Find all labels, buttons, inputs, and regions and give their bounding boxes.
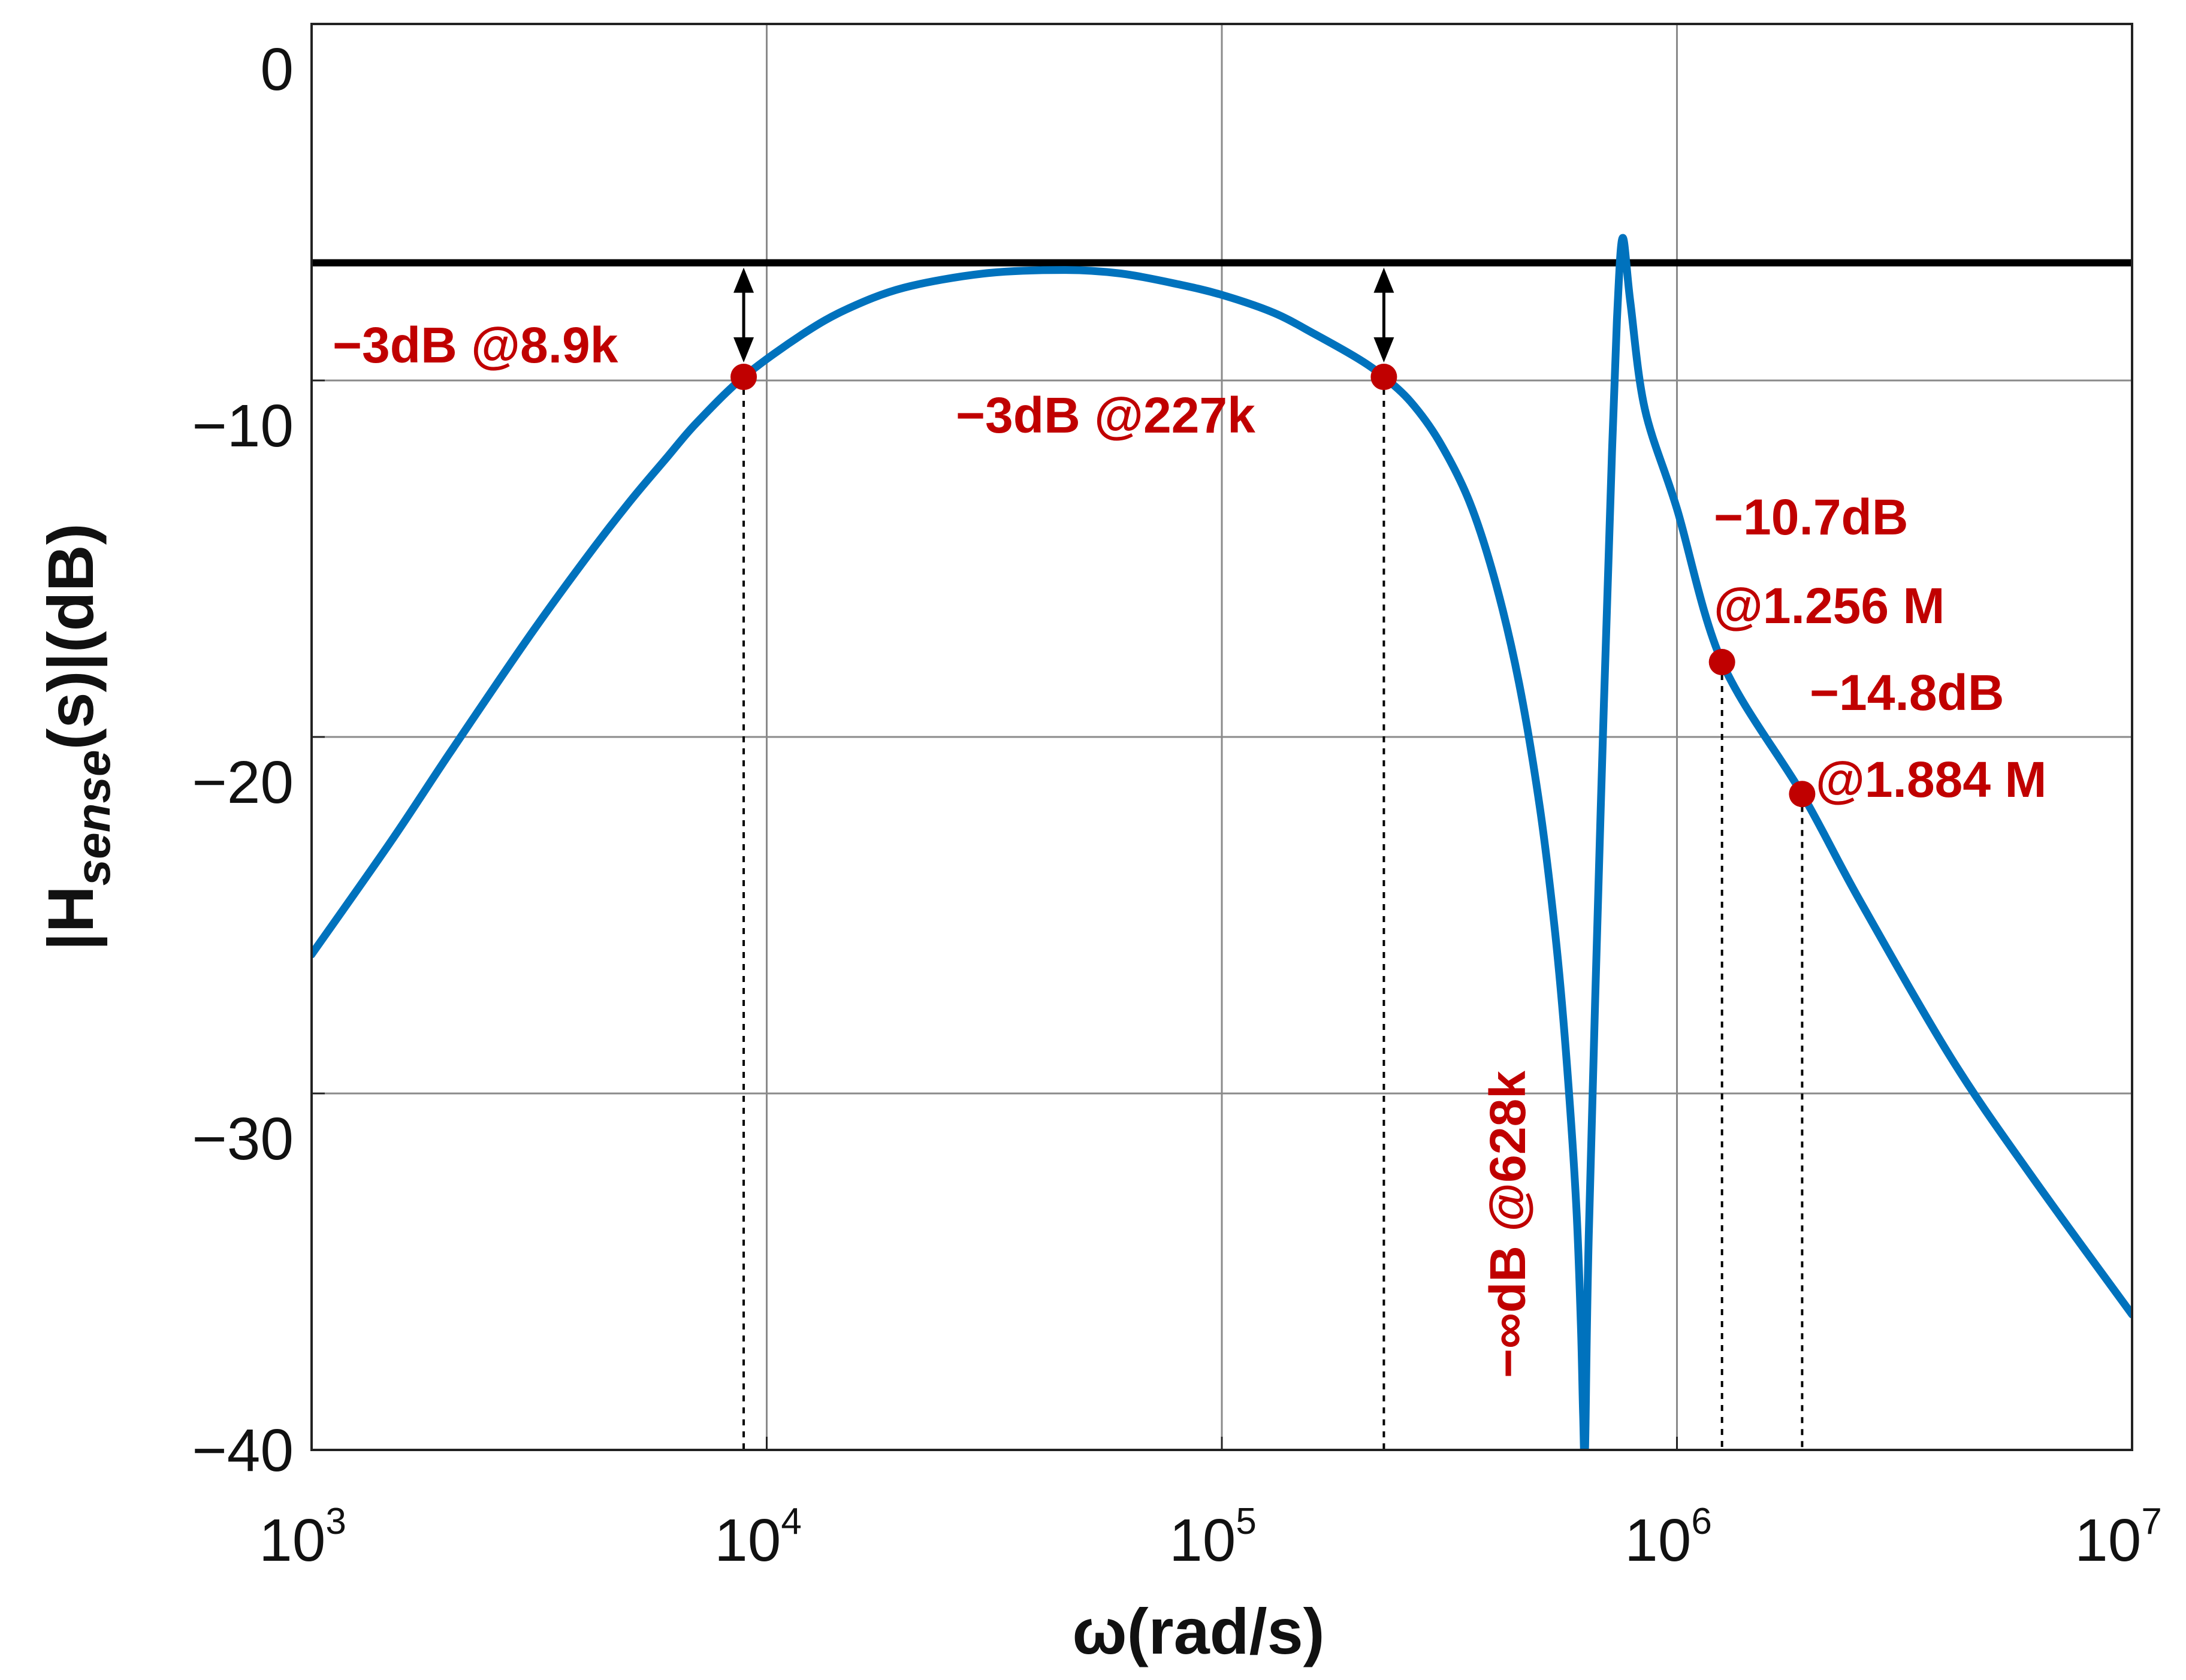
gain-arrow-head-up [733, 267, 754, 293]
marker-points [730, 364, 1816, 808]
x-tick-label: 105 [1169, 1501, 1257, 1574]
x-tick-exponent: 7 [2141, 1501, 2161, 1542]
y-axis-title-prefix: |H [34, 886, 108, 950]
marker-point [1708, 649, 1735, 676]
marker-label-1884-dB: −14.8dB [1810, 664, 2004, 721]
y-tick-label: −40 [192, 1417, 294, 1484]
gain-arrows [733, 267, 1394, 363]
x-tick-exponent: 5 [1236, 1501, 1256, 1542]
x-axis-title: ω(rad/s) [1072, 1595, 1324, 1667]
y-tick-label: −20 [192, 749, 294, 816]
marker-point [1370, 364, 1397, 391]
y-tick-label: 0 [260, 36, 294, 103]
x-tick-label: 106 [1625, 1501, 1712, 1574]
y-tick-labels: 0 −10 −20 −30 −40 [192, 36, 294, 1484]
x-tick-exponent: 6 [1691, 1501, 1711, 1542]
marker-label-1256-freq: @1.256 M [1714, 578, 1945, 634]
y-axis-title-subscript: sense [67, 750, 120, 886]
marker-label-1884-freq: @1.884 M [1816, 751, 2046, 808]
gain-arrow-head-up [1373, 267, 1394, 293]
notch-label: −∞dB @628k [1480, 1071, 1536, 1378]
y-tick-label: −30 [192, 1105, 294, 1173]
marker-label-3db-high: −3dB @227k [956, 387, 1255, 443]
x-tick-base: 10 [2075, 1507, 2141, 1574]
marker-label-3db-low: −3dB @8.9k [333, 317, 618, 373]
plot-area-frame [310, 23, 2133, 1451]
x-tick-base: 10 [1625, 1507, 1691, 1574]
x-tick-label: 103 [259, 1501, 346, 1574]
y-tick-label: −10 [192, 392, 294, 460]
x-tick-exponent: 3 [325, 1501, 346, 1542]
x-tick-label: 107 [2075, 1501, 2162, 1574]
x-tick-label: 104 [714, 1501, 802, 1574]
marker-label-1256-dB: −10.7dB [1714, 489, 1909, 545]
marker-point [1789, 781, 1816, 808]
x-tick-base: 10 [1169, 1507, 1236, 1574]
x-tick-base: 10 [714, 1507, 781, 1574]
gain-arrow-head-down [1373, 337, 1394, 363]
x-tick-exponent: 4 [781, 1501, 801, 1542]
y-axis-title-suffix: (s)|(dB) [34, 523, 108, 750]
x-tick-labels: 103 104 105 106 107 [259, 1501, 2162, 1574]
drop-lines [742, 377, 1804, 1450]
marker-point [730, 364, 757, 391]
y-axis-title: |Hsense(s)|(dB) [34, 523, 120, 950]
x-tick-base: 10 [259, 1507, 325, 1574]
gain-arrow-head-down [733, 337, 754, 363]
